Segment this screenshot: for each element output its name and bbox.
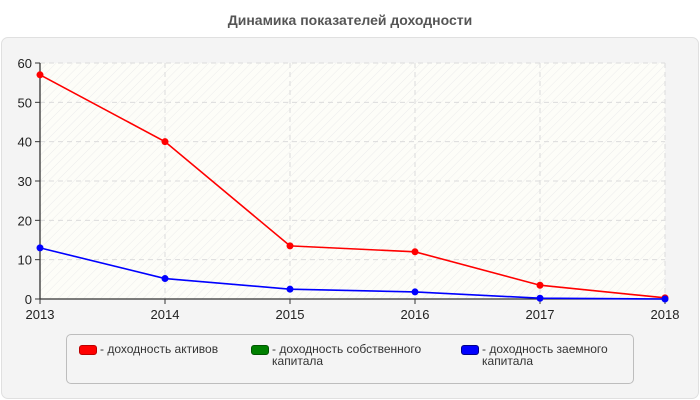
series-lines: [36, 71, 669, 303]
x-tick-label: 2013: [26, 307, 55, 322]
y-tick-label: 30: [18, 174, 32, 189]
y-tick-label: 20: [18, 213, 32, 228]
legend: - доходность активов - доходность собств…: [66, 334, 634, 384]
legend-item-debt: - доходность заемного капитала: [461, 343, 632, 367]
data-point[interactable]: [161, 275, 169, 283]
data-point[interactable]: [36, 244, 44, 252]
y-tick-label: 40: [18, 135, 32, 150]
chart-title: Динамика показателей доходности: [227, 12, 473, 28]
x-tick-label: 2017: [526, 307, 555, 322]
data-point[interactable]: [286, 285, 294, 293]
y-tick-label: 0: [25, 292, 32, 307]
legend-swatch-red: [79, 345, 97, 355]
legend-label: - доходность заемного капитала: [482, 342, 608, 368]
y-tick-label: 60: [18, 56, 32, 71]
x-tick-label: 2018: [651, 307, 680, 322]
x-tick-label: 2014: [151, 307, 180, 322]
legend-swatch-blue: [461, 345, 479, 355]
legend-swatch-green: [251, 345, 269, 355]
plot-area: [40, 63, 665, 299]
legend-item-assets: - доходность активов: [79, 343, 250, 355]
x-tick-label: 2016: [401, 307, 430, 322]
series-line: [39, 247, 666, 300]
data-point[interactable]: [36, 71, 44, 79]
y-tick-label: 50: [18, 95, 32, 110]
data-point[interactable]: [661, 295, 669, 303]
data-point[interactable]: [411, 248, 419, 256]
data-point[interactable]: [411, 288, 419, 296]
legend-label: - доходность собственного капитала: [272, 342, 422, 368]
series-line: [39, 74, 666, 299]
data-point[interactable]: [536, 294, 544, 302]
x-tick-label: 2015: [276, 307, 305, 322]
y-tick-label: 10: [18, 253, 32, 268]
legend-label: - доходность активов: [100, 342, 219, 356]
data-point[interactable]: [536, 281, 544, 289]
data-point[interactable]: [286, 242, 294, 250]
legend-item-equity: - доходность собственного капитала: [251, 343, 422, 367]
gridlines: [40, 62, 666, 299]
data-point[interactable]: [161, 138, 169, 146]
